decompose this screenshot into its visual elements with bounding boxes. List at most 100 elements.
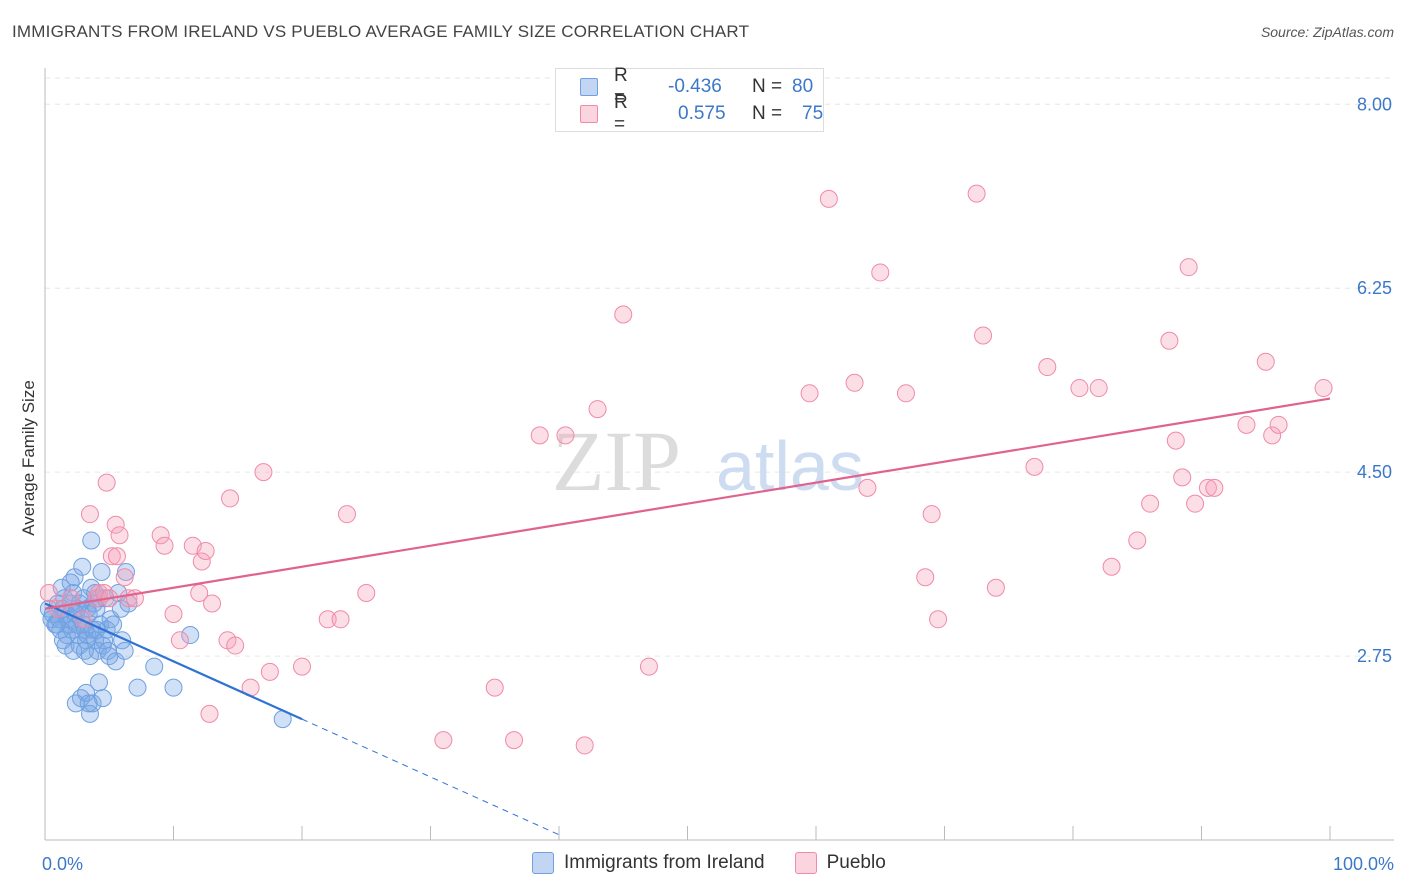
data-point [170, 631, 189, 650]
data-point [1198, 478, 1217, 497]
data-point [89, 584, 108, 603]
data-point [145, 657, 164, 676]
n-value: 80 [792, 76, 814, 97]
data-point [505, 731, 524, 750]
data-point [82, 531, 101, 550]
data-point [203, 594, 222, 613]
y-axis-label: Average Family Size [19, 380, 38, 536]
data-point [800, 384, 819, 403]
data-point [1166, 431, 1185, 450]
data-point [73, 557, 92, 576]
data-point [93, 689, 112, 708]
axes [44, 68, 1394, 841]
data-point [107, 547, 126, 566]
x-tick-label: 0.0% [42, 854, 83, 874]
y-tick-label: 6.25 [1357, 278, 1392, 298]
source-label: Source: ZipAtlas.com [1260, 24, 1394, 40]
trend-lines [44, 397, 1331, 836]
data-point [226, 636, 245, 655]
data-point [39, 584, 58, 603]
ireland-swatch [580, 78, 598, 96]
y-tick-label: 2.75 [1357, 646, 1392, 666]
data-point [485, 678, 504, 697]
data-point [588, 400, 607, 419]
data-point [845, 373, 864, 392]
data-point [1263, 426, 1282, 445]
data-point [614, 305, 633, 324]
data-point [974, 326, 993, 345]
legend-row-pueblo: R = 0.575 N = 75 [580, 92, 823, 135]
stats-legend: R = -0.436 N = 80 R = 0.575 N = 75 [555, 65, 824, 135]
data-point [1269, 415, 1288, 434]
data-point [556, 426, 575, 445]
r-value: -0.436 [668, 76, 722, 97]
data-point [1128, 531, 1147, 550]
data-point [896, 384, 915, 403]
data-point [181, 626, 200, 645]
data-point [293, 657, 311, 676]
data-point [115, 568, 134, 587]
data-point [47, 615, 66, 634]
data-point [1141, 494, 1160, 513]
watermark-atlas: atlas [716, 427, 864, 505]
data-point [1160, 331, 1179, 350]
data-point [1205, 478, 1224, 497]
n-label: N = [752, 76, 783, 97]
data-point [434, 731, 453, 750]
data-point [1237, 415, 1256, 434]
data-point [986, 578, 1005, 597]
data-point [95, 584, 114, 603]
data-point [97, 473, 116, 492]
legend-item-pueblo: Pueblo [794, 852, 886, 874]
pueblo-swatch [580, 105, 598, 123]
data-point [1179, 258, 1198, 277]
data-point [1102, 557, 1121, 576]
y-tick-label: 8.00 [1357, 94, 1392, 114]
x-tick-label: 100.0% [1333, 854, 1394, 874]
data-point [200, 704, 219, 723]
data-point [929, 610, 948, 629]
data-point [357, 584, 376, 603]
ireland-legend-swatch [532, 852, 554, 874]
data-point [1038, 358, 1057, 377]
data-point [80, 505, 99, 524]
data-point [192, 552, 211, 571]
data-point [858, 478, 877, 497]
data-point [128, 678, 147, 697]
trend-line [44, 397, 1331, 610]
data-point [151, 526, 170, 545]
data-point [92, 562, 111, 581]
pueblo-legend-swatch [794, 852, 817, 874]
data-point [221, 489, 240, 508]
r-label: R = [614, 92, 628, 135]
data-point [115, 641, 134, 660]
chart-title: IMMIGRANTS FROM IRELAND VS PUEBLO AVERAG… [12, 22, 750, 41]
data-point [922, 505, 941, 524]
data-point [254, 463, 273, 482]
data-point [1173, 468, 1192, 487]
legend-row-ireland: R = -0.436 N = 80 [580, 65, 814, 108]
trend-line [44, 602, 303, 721]
data-point [110, 526, 129, 545]
data-point [164, 605, 183, 624]
data-point [196, 541, 215, 560]
data-point [1070, 379, 1089, 398]
data-point [66, 694, 85, 713]
series-legend: Immigrants from Ireland Pueblo [532, 852, 916, 874]
n-label: N = [752, 103, 783, 124]
data-point [871, 263, 890, 282]
data-point [575, 736, 594, 755]
x-tick-labels: 0.0% 100.0% [42, 854, 1394, 874]
data-point [530, 426, 549, 445]
data-point [79, 694, 98, 713]
data-point [88, 641, 107, 660]
data-point [155, 536, 174, 555]
data-point [53, 631, 72, 650]
r-label: R = [614, 65, 628, 108]
y-tick-label: 4.50 [1357, 462, 1392, 482]
data-point [337, 505, 356, 524]
legend-item-ireland: Immigrants from Ireland [532, 852, 765, 874]
data-point [331, 610, 350, 629]
data-point [164, 678, 183, 697]
